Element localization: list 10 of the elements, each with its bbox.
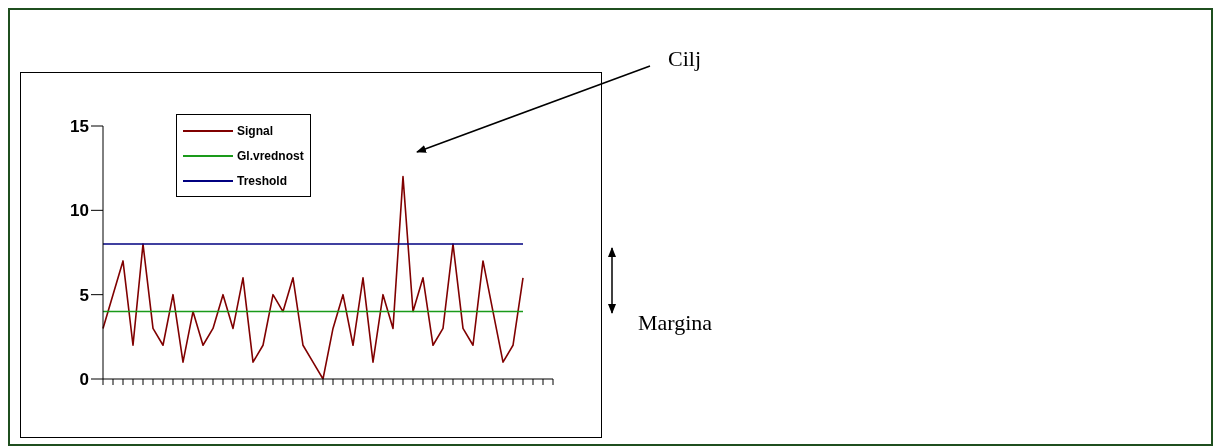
y-tick-label: 10 <box>70 201 89 221</box>
y-tick-label: 15 <box>70 117 89 137</box>
legend-label: Gl.vrednost <box>237 148 304 163</box>
legend-label: Signal <box>237 123 274 138</box>
y-tick-label: 0 <box>79 370 89 390</box>
text: Margina <box>638 310 713 336</box>
y-tick-label: 5 <box>79 285 89 305</box>
text: Cilj <box>668 46 702 72</box>
legend-label: Treshold <box>237 173 288 188</box>
line-series <box>102 175 524 379</box>
